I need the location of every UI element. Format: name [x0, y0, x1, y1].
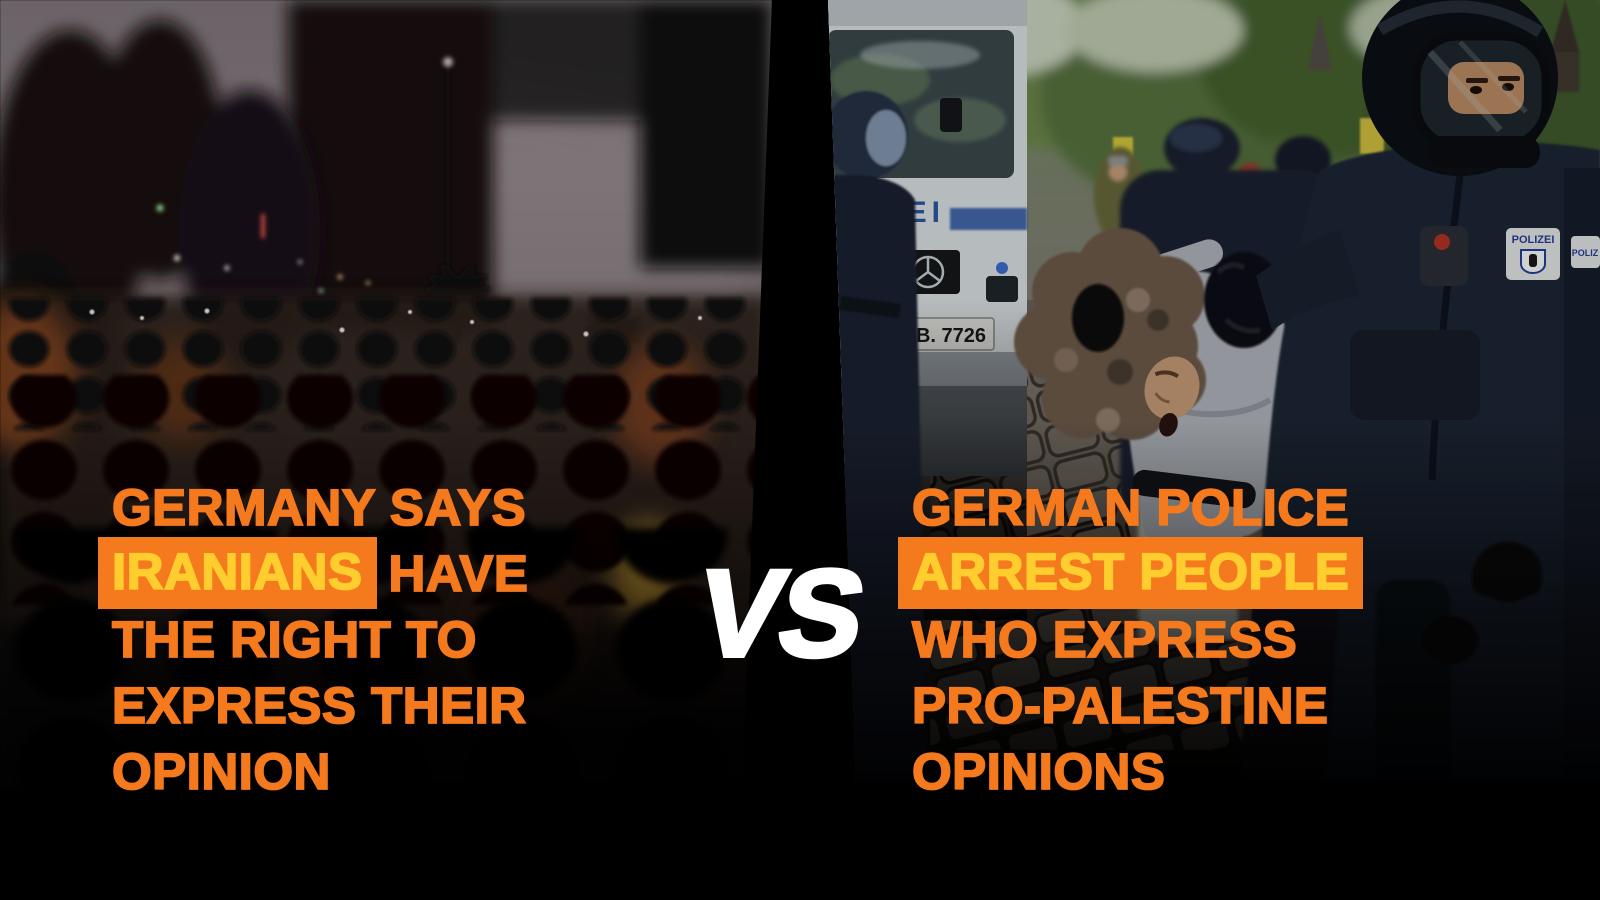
van-side-mirror — [940, 98, 962, 132]
police-radio — [1420, 226, 1468, 286]
caption-line-4: PRO-PALESTINE — [911, 676, 1329, 735]
caption-line-1: GERMAN POLICE — [911, 478, 1350, 537]
left-photo-night-protest — [0, 0, 772, 900]
caption-line-4: EXPRESS THEIR — [111, 676, 527, 735]
vs-label: VS — [686, 543, 876, 685]
caption-line-2: IRANIANS HAVE — [98, 537, 529, 609]
right-caption: GERMAN POLICE ARREST PEOPLE WHO EXPRESS … — [898, 474, 1364, 804]
highlight-phrase: ARREST PEOPLE — [898, 537, 1364, 609]
caption-line-3: THE RIGHT TO — [111, 610, 477, 669]
caption-line-5: OPINION — [111, 742, 331, 801]
caption-line-1: GERMANY SAYS — [111, 478, 527, 537]
caption-line-5: OPINIONS — [911, 742, 1166, 801]
helmet-chin-guard — [1428, 136, 1540, 168]
polizei-patch-text: POLIZEI — [1512, 234, 1555, 246]
caption-line-2: ARREST PEOPLE — [898, 537, 1364, 609]
police-gloves — [1072, 252, 1284, 352]
van-headlight — [986, 276, 1018, 302]
left-caption: GERMANY SAYS IRANIANS HAVE THE RIGHT TO … — [98, 474, 529, 804]
van-blue-light — [996, 262, 1008, 274]
church-spires — [1308, 0, 1580, 92]
riot-helmet — [1362, 0, 1558, 176]
polizei-patch: POLIZEI — [1506, 228, 1560, 280]
right-photo-police-arrest: IZEI B. 7726 — [820, 0, 1600, 900]
highlight-word: IRANIANS — [98, 537, 377, 609]
streetlight-pole — [443, 57, 453, 330]
caption-line-3: WHO EXPRESS — [911, 610, 1298, 669]
caption-line-2-rest: HAVE — [388, 544, 529, 603]
phone-lights — [90, 309, 703, 337]
polizei-patch-edge-text: POLIZ — [1572, 248, 1599, 258]
building-silhouette — [288, 0, 772, 332]
officer-arm — [1256, 230, 1360, 330]
